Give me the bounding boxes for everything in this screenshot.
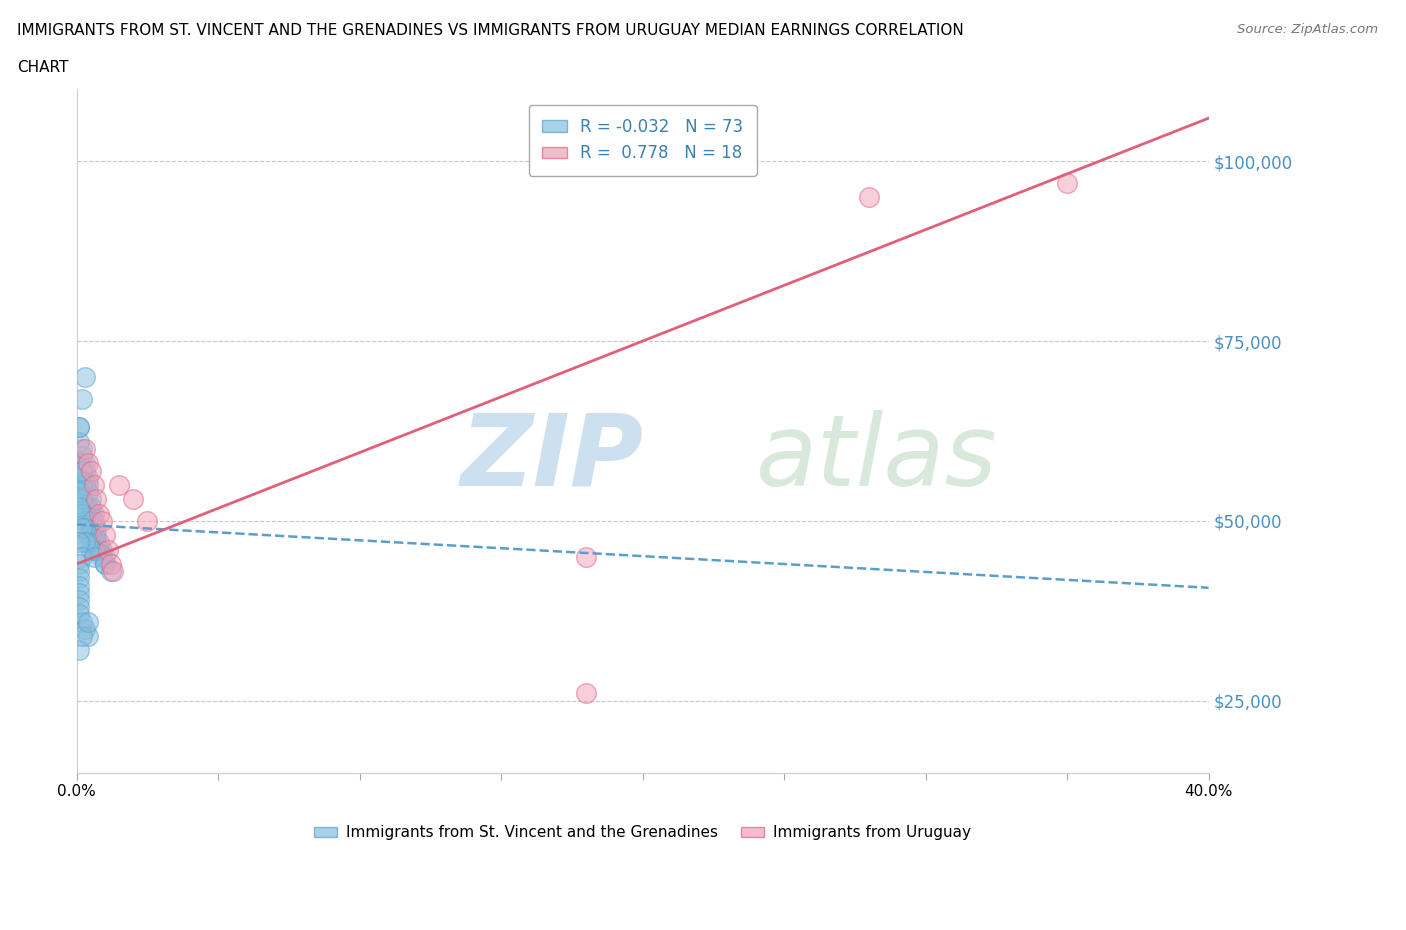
Point <box>70 392 93 406</box>
Point <box>67 420 90 435</box>
Point <box>80 463 103 478</box>
Point <box>94 528 117 543</box>
Point <box>83 528 105 543</box>
Point <box>70 442 93 457</box>
Point <box>67 456 90 471</box>
Point <box>77 456 100 471</box>
Point <box>89 542 111 557</box>
Point <box>86 542 108 557</box>
Point <box>73 521 96 536</box>
Point <box>77 513 100 528</box>
Point <box>100 556 122 571</box>
Point <box>86 535 108 550</box>
Point <box>83 521 105 536</box>
Point <box>67 434 90 449</box>
Point <box>1056 176 1078 191</box>
Point <box>67 535 90 550</box>
Point <box>103 564 125 578</box>
Point <box>80 528 103 543</box>
Point <box>89 542 111 557</box>
Point <box>70 492 93 507</box>
Point <box>67 485 90 499</box>
Point <box>77 535 100 550</box>
Legend: Immigrants from St. Vincent and the Grenadines, Immigrants from Uruguay: Immigrants from St. Vincent and the Gren… <box>307 817 979 848</box>
Text: Source: ZipAtlas.com: Source: ZipAtlas.com <box>1237 23 1378 36</box>
Point <box>858 190 880 205</box>
Point <box>91 513 114 528</box>
Point <box>94 550 117 565</box>
Point <box>73 477 96 492</box>
Point <box>91 542 114 557</box>
Point <box>67 578 90 593</box>
Point <box>97 542 120 557</box>
Point <box>80 513 103 528</box>
Point <box>70 463 93 478</box>
Point <box>80 506 103 521</box>
Point <box>67 499 90 514</box>
Point <box>73 463 96 478</box>
Point <box>70 506 93 521</box>
Point <box>73 621 96 636</box>
Point <box>73 499 96 514</box>
Point <box>80 499 103 514</box>
Point <box>70 477 93 492</box>
Point <box>70 550 93 565</box>
Point <box>80 542 103 557</box>
Point <box>67 564 90 578</box>
Point <box>77 471 100 485</box>
Point <box>77 614 100 629</box>
Point <box>67 643 90 658</box>
Point <box>83 513 105 528</box>
Point <box>77 477 100 492</box>
Text: CHART: CHART <box>17 60 69 75</box>
Point <box>108 477 131 492</box>
Point <box>83 542 105 557</box>
Point <box>70 449 93 464</box>
Point <box>67 556 90 571</box>
Point <box>575 550 598 565</box>
Point <box>73 513 96 528</box>
Point <box>73 535 96 550</box>
Text: IMMIGRANTS FROM ST. VINCENT AND THE GRENADINES VS IMMIGRANTS FROM URUGUAY MEDIAN: IMMIGRANTS FROM ST. VINCENT AND THE GREN… <box>17 23 963 38</box>
Point <box>70 463 93 478</box>
Point <box>70 629 93 644</box>
Point <box>100 564 122 578</box>
Point <box>67 571 90 586</box>
Point <box>70 614 93 629</box>
Point <box>83 477 105 492</box>
Text: ZIP: ZIP <box>461 410 644 507</box>
Point <box>73 442 96 457</box>
Point <box>89 535 111 550</box>
Point <box>67 420 90 435</box>
Point <box>86 492 108 507</box>
Point <box>67 471 90 485</box>
Point <box>70 521 93 536</box>
Point <box>73 456 96 471</box>
Point <box>94 556 117 571</box>
Text: atlas: atlas <box>756 410 997 507</box>
Point <box>83 550 105 565</box>
Point <box>77 499 100 514</box>
Point <box>575 686 598 701</box>
Point <box>91 550 114 565</box>
Point <box>86 528 108 543</box>
Point <box>80 492 103 507</box>
Point <box>122 492 145 507</box>
Point <box>83 506 105 521</box>
Point <box>77 528 100 543</box>
Point <box>136 513 159 528</box>
Point <box>73 369 96 384</box>
Point <box>77 629 100 644</box>
Point <box>89 506 111 521</box>
Point <box>67 607 90 622</box>
Point <box>77 485 100 499</box>
Point <box>67 600 90 615</box>
Point <box>67 585 90 600</box>
Point <box>94 556 117 571</box>
Point <box>86 521 108 536</box>
Point <box>67 592 90 607</box>
